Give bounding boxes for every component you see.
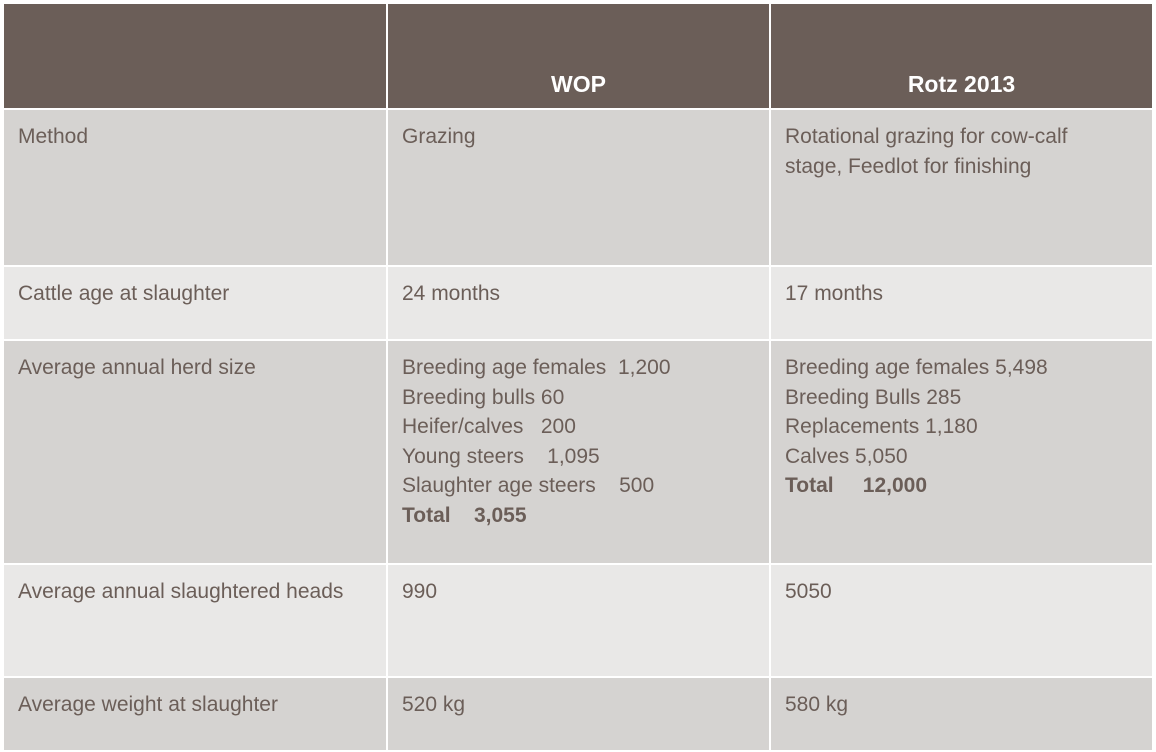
- wop-cell: 520 kg: [388, 678, 769, 750]
- cell-line: Breeding Bulls 285: [785, 385, 962, 409]
- cell-line: 24 months: [402, 282, 501, 305]
- cell-line: 17 months: [785, 282, 884, 305]
- header-cell-wop: WOP: [388, 4, 769, 108]
- rotz-cell: 580 kg: [771, 678, 1152, 750]
- row-label: Method: [4, 110, 386, 265]
- header-cell-empty: [4, 4, 386, 108]
- wop-cell: Breeding age females 1,200 Breeding bull…: [388, 341, 769, 563]
- cell-line: Grazing: [402, 125, 476, 148]
- cell-line: Heifer/calves 200: [402, 415, 576, 439]
- cell-line: stage, Feedlot for finishing: [785, 154, 1032, 178]
- table-row-herd-size: Average annual herd size Breeding age fe…: [4, 341, 1152, 563]
- cell-line: Slaughter age steers 500: [402, 474, 655, 498]
- cell-line: Breeding bulls 60: [402, 385, 565, 409]
- rotz-cell: 17 months: [771, 267, 1152, 339]
- table-row-method: Method Grazing Rotational grazing for co…: [4, 110, 1152, 265]
- header-cell-rotz: Rotz 2013: [771, 4, 1152, 108]
- row-label: Average annual slaughtered heads: [4, 565, 386, 676]
- cell-line: 580 kg: [785, 693, 849, 716]
- table-row-age: Cattle age at slaughter 24 months 17 mon…: [4, 267, 1152, 339]
- rotz-total: Total 12,000: [785, 474, 928, 498]
- wop-cell: 990: [388, 565, 769, 676]
- wop-total: Total 3,055: [402, 503, 527, 527]
- cell-line: Breeding age females 1,200: [402, 356, 671, 379]
- rotz-cell: Breeding age females 5,498 Breeding Bull…: [771, 341, 1152, 563]
- cell-line: 990: [402, 580, 438, 603]
- cell-line: Replacements 1,180: [785, 415, 978, 439]
- header-row: WOP Rotz 2013: [4, 4, 1152, 108]
- rotz-cell: Rotational grazing for cow-calf stage, Fe…: [771, 110, 1152, 265]
- cell-line: 5050: [785, 580, 832, 603]
- rotz-cell: 5050: [771, 565, 1152, 676]
- wop-cell: Grazing: [388, 110, 769, 265]
- cell-line: Young steers 1,095: [402, 444, 600, 468]
- cell-line: 520 kg: [402, 693, 466, 716]
- cell-line: Calves 5,050: [785, 444, 908, 468]
- row-label: Average annual herd size: [4, 341, 386, 563]
- row-label: Average weight at slaughter: [4, 678, 386, 750]
- table-row-slaughtered-heads: Average annual slaughtered heads 990 505…: [4, 565, 1152, 676]
- row-label: Cattle age at slaughter: [4, 267, 386, 339]
- wop-cell: 24 months: [388, 267, 769, 339]
- table-row-weight: Average weight at slaughter 520 kg 580 k…: [4, 678, 1152, 750]
- cell-line: Rotational grazing for cow-calf: [785, 125, 1068, 148]
- cell-line: Breeding age females 5,498: [785, 356, 1048, 379]
